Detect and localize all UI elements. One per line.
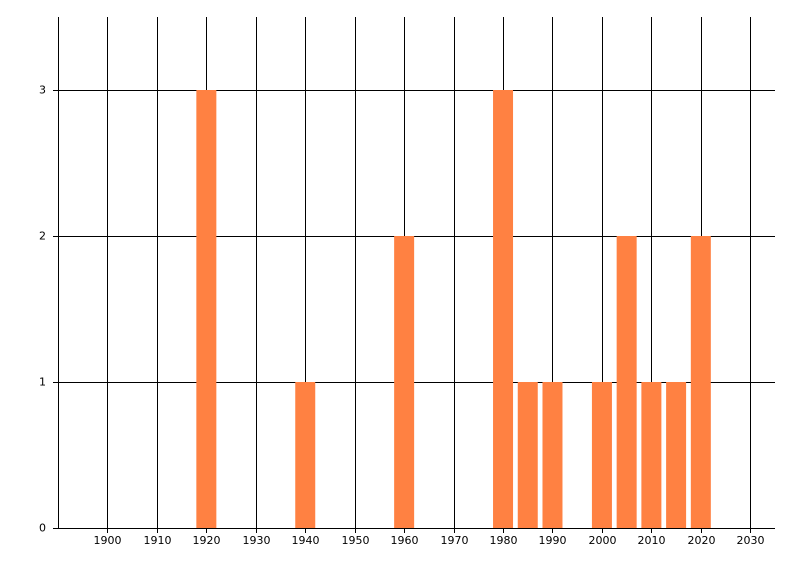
x-tick-label: 1910 bbox=[144, 534, 172, 547]
y-tick-label: 3 bbox=[39, 84, 46, 97]
bar bbox=[542, 382, 563, 528]
x-tick-label: 2000 bbox=[589, 534, 617, 547]
bar bbox=[591, 382, 612, 528]
x-tick-label: 1970 bbox=[441, 534, 469, 547]
y-tick-label: 1 bbox=[39, 376, 46, 389]
x-tick-label: 1920 bbox=[193, 534, 221, 547]
x-tick-label: 1940 bbox=[292, 534, 320, 547]
bar bbox=[616, 236, 637, 528]
bar bbox=[394, 236, 415, 528]
bar bbox=[517, 382, 538, 528]
bar bbox=[641, 382, 662, 528]
bar bbox=[196, 90, 217, 528]
x-tick-label: 1930 bbox=[243, 534, 271, 547]
bar bbox=[666, 382, 687, 528]
x-tick-label: 1960 bbox=[391, 534, 419, 547]
x-tick-label: 2010 bbox=[638, 534, 666, 547]
y-tick-label: 2 bbox=[39, 230, 46, 243]
x-tick-label: 1950 bbox=[342, 534, 370, 547]
x-tick-label: 1980 bbox=[490, 534, 518, 547]
x-tick-label: 1990 bbox=[539, 534, 567, 547]
bar bbox=[295, 382, 316, 528]
x-tick-label: 2030 bbox=[737, 534, 765, 547]
x-tick-label: 1900 bbox=[94, 534, 122, 547]
bar bbox=[493, 90, 514, 528]
y-tick-label: 0 bbox=[39, 522, 46, 535]
bar bbox=[690, 236, 711, 528]
x-tick-label: 2020 bbox=[688, 534, 716, 547]
